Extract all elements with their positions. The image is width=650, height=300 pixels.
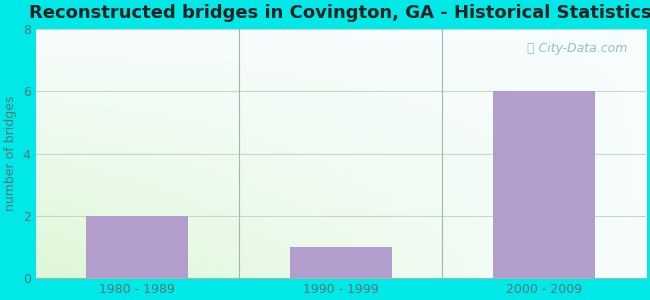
Y-axis label: number of bridges: number of bridges bbox=[4, 96, 17, 212]
Title: Reconstructed bridges in Covington, GA - Historical Statistics: Reconstructed bridges in Covington, GA -… bbox=[29, 4, 650, 22]
Text: ⓘ City-Data.com: ⓘ City-Data.com bbox=[527, 42, 627, 55]
Bar bbox=[86, 216, 188, 278]
Bar bbox=[493, 92, 595, 278]
Bar bbox=[290, 247, 391, 278]
